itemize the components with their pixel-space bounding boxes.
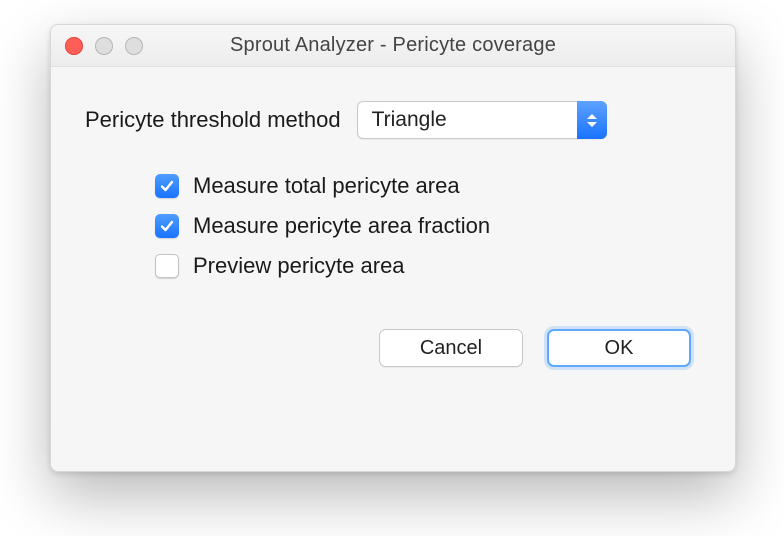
checkbox-label: Preview pericyte area	[193, 253, 405, 279]
threshold-row: Pericyte threshold method Triangle	[85, 101, 701, 139]
window-title: Sprout Analyzer - Pericyte coverage	[51, 34, 735, 57]
checkbox-preview[interactable]: Preview pericyte area	[155, 253, 701, 279]
threshold-label: Pericyte threshold method	[85, 107, 341, 133]
checkbox-group: Measure total pericyte area Measure peri…	[155, 173, 701, 279]
checkbox-label: Measure pericyte area fraction	[193, 213, 490, 239]
threshold-select[interactable]: Triangle	[357, 101, 607, 139]
button-row: Cancel OK	[85, 329, 701, 367]
checkbox-label: Measure total pericyte area	[193, 173, 460, 199]
checkbox-measure-fraction[interactable]: Measure pericyte area fraction	[155, 213, 701, 239]
checkbox-measure-total[interactable]: Measure total pericyte area	[155, 173, 701, 199]
chevron-updown-icon	[577, 101, 607, 139]
cancel-button[interactable]: Cancel	[379, 329, 523, 367]
zoom-icon[interactable]	[125, 37, 143, 55]
checkbox-icon	[155, 254, 179, 278]
checkbox-icon	[155, 174, 179, 198]
titlebar: Sprout Analyzer - Pericyte coverage	[51, 25, 735, 67]
dialog-content: Pericyte threshold method Triangle	[51, 67, 735, 387]
minimize-icon[interactable]	[95, 37, 113, 55]
window-controls	[65, 37, 143, 55]
checkbox-icon	[155, 214, 179, 238]
threshold-select-value: Triangle	[372, 108, 447, 132]
ok-button[interactable]: OK	[547, 329, 691, 367]
dialog-window: Sprout Analyzer - Pericyte coverage Peri…	[50, 24, 736, 472]
close-icon[interactable]	[65, 37, 83, 55]
